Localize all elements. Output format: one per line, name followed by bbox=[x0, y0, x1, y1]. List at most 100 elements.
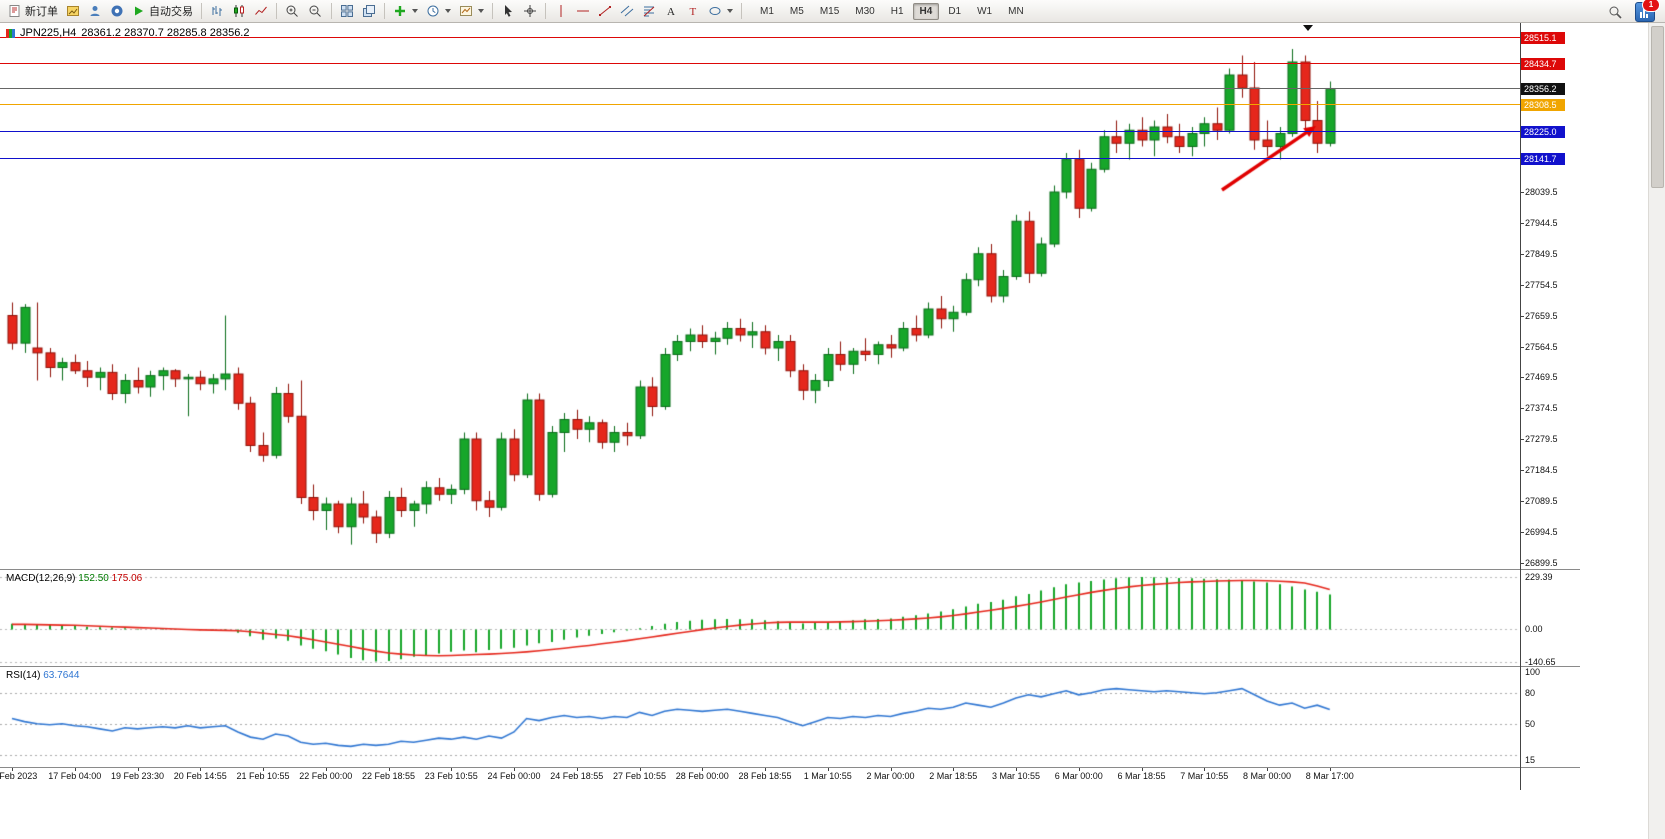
shapes-button[interactable] bbox=[704, 1, 737, 22]
time-axis-label: 17 Feb 04:00 bbox=[48, 771, 102, 781]
shapes-icon bbox=[709, 7, 721, 15]
zoom-out-icon bbox=[309, 5, 321, 17]
time-tick-mark bbox=[137, 768, 139, 771]
bar-chart-button[interactable] bbox=[206, 1, 228, 22]
text-a-icon: A bbox=[667, 6, 675, 18]
price-hline[interactable] bbox=[0, 36, 1520, 38]
new-order-label: 新订单 bbox=[25, 6, 58, 18]
chart-shift-marker[interactable] bbox=[1303, 25, 1313, 31]
toolbar-separator bbox=[741, 3, 742, 19]
time-axis-label: 27 Feb 10:55 bbox=[612, 771, 667, 781]
svg-text:A: A bbox=[667, 6, 675, 18]
cursor-button[interactable] bbox=[497, 1, 519, 22]
price-tick-mark bbox=[1520, 377, 1524, 379]
price-tick-label: 27374.5 bbox=[1525, 403, 1558, 414]
toolbar-separator bbox=[492, 3, 493, 19]
time-axis-separator bbox=[0, 767, 1580, 768]
candlestick-chart-button[interactable] bbox=[228, 1, 250, 22]
chart-symbol-period: JPN225,H4 bbox=[20, 27, 77, 39]
macd-name: MACD(12,26,9) bbox=[6, 573, 76, 584]
time-axis-label: 8 Mar 00:00 bbox=[1242, 771, 1292, 781]
timeframe-m15[interactable]: M15 bbox=[819, 5, 840, 17]
fibonacci-button[interactable] bbox=[638, 1, 660, 22]
macd-signal-value: 175.06 bbox=[111, 573, 143, 584]
timeframe-m1[interactable]: M1 bbox=[760, 5, 774, 17]
trendline-icon bbox=[599, 6, 611, 16]
timeframe-mn[interactable]: MN bbox=[1008, 5, 1024, 17]
text-button[interactable]: A bbox=[660, 1, 682, 22]
time-axis-label: 3 Mar 10:55 bbox=[991, 771, 1041, 781]
timeframe-w1[interactable]: W1 bbox=[977, 5, 993, 17]
scrollbar-thumb[interactable] bbox=[1651, 26, 1664, 188]
tile-windows-button[interactable] bbox=[336, 1, 358, 22]
crosshair-button[interactable] bbox=[519, 1, 541, 22]
trendline-button[interactable] bbox=[594, 1, 616, 22]
time-axis-label: 2 Mar 00:00 bbox=[866, 771, 915, 781]
chart-ohlc-values: 28361.2 28370.7 28285.8 28356.2 bbox=[81, 27, 250, 39]
price-hline[interactable] bbox=[0, 62, 1520, 64]
dropdown-caret-icon bbox=[445, 9, 451, 13]
timeframe-h4[interactable]: H4 bbox=[912, 2, 940, 20]
zoom-out-button[interactable] bbox=[304, 1, 327, 22]
time-tick-mark bbox=[827, 768, 829, 771]
time-axis-label: 20 Feb 14:55 bbox=[173, 771, 227, 781]
cascade-windows-button[interactable] bbox=[358, 1, 380, 22]
vertical-line-button[interactable] bbox=[550, 1, 572, 22]
price-tick-label: 27944.5 bbox=[1525, 218, 1558, 229]
time-tick-mark bbox=[74, 768, 76, 771]
rsi-panel-separator[interactable] bbox=[0, 666, 1580, 667]
auto-trading-button[interactable]: 自动交易 bbox=[128, 1, 197, 22]
notifications-badge[interactable]: 1 bbox=[1635, 0, 1660, 22]
line-chart-button[interactable] bbox=[250, 1, 272, 22]
vertical-scrollbar[interactable] bbox=[1648, 23, 1665, 839]
indicators-plus-icon bbox=[395, 6, 405, 16]
price-tick-label: 27754.5 bbox=[1525, 279, 1558, 290]
price-tick-mark bbox=[1520, 346, 1524, 348]
timeframe-d1[interactable]: D1 bbox=[948, 5, 962, 17]
community-button[interactable] bbox=[106, 1, 128, 22]
price-hline-tag[interactable]: 28225.0 bbox=[1521, 125, 1565, 138]
dropdown-caret-icon bbox=[727, 9, 733, 13]
text-label-button[interactable]: T bbox=[682, 1, 704, 22]
channel-button[interactable] bbox=[616, 1, 638, 22]
macd-panel-canvas[interactable] bbox=[0, 570, 1520, 666]
price-hline-tag[interactable]: 28434.7 bbox=[1521, 57, 1565, 70]
price-hline-tag[interactable]: 28515.1 bbox=[1521, 31, 1565, 44]
price-hline[interactable] bbox=[0, 157, 1520, 159]
price-tick-mark bbox=[1520, 284, 1524, 286]
time-tick-mark bbox=[1016, 768, 1017, 771]
periods-button[interactable] bbox=[422, 1, 455, 22]
profile-button[interactable] bbox=[84, 1, 106, 22]
macd-panel-separator[interactable] bbox=[0, 569, 1580, 570]
time-axis-label: 2 Mar 18:55 bbox=[929, 771, 978, 781]
toolbar-separator bbox=[201, 3, 202, 19]
macd-axis-label: -140.65 bbox=[1525, 656, 1556, 667]
price-hline[interactable] bbox=[0, 130, 1520, 132]
time-tick-mark bbox=[576, 768, 578, 771]
price-tick-mark bbox=[1520, 408, 1524, 410]
price-hline-tag[interactable]: 28356.2 bbox=[1521, 83, 1565, 96]
price-hline[interactable] bbox=[0, 103, 1520, 105]
search-button[interactable] bbox=[1604, 2, 1627, 23]
price-hline-tag[interactable]: 28308.5 bbox=[1521, 98, 1565, 111]
indicators-button[interactable] bbox=[389, 1, 422, 22]
chart-window-button[interactable] bbox=[62, 1, 84, 22]
price-tick-mark bbox=[1520, 562, 1524, 564]
zoom-in-button[interactable] bbox=[281, 1, 304, 22]
horizontal-line-button[interactable] bbox=[572, 1, 594, 22]
time-tick-mark bbox=[325, 768, 327, 771]
price-tick-label: 28039.5 bbox=[1525, 187, 1558, 198]
price-hline[interactable] bbox=[0, 88, 1520, 90]
price-hline-tag[interactable]: 28141.7 bbox=[1521, 152, 1565, 165]
timeframe-m5[interactable]: M5 bbox=[789, 5, 804, 17]
crosshair-icon bbox=[524, 5, 536, 17]
timeframe-h1[interactable]: H1 bbox=[890, 5, 904, 17]
rsi-panel-canvas[interactable] bbox=[0, 667, 1520, 767]
rsi-name: RSI(14) bbox=[6, 670, 41, 681]
rsi-axis-label: 100 bbox=[1525, 667, 1541, 678]
templates-button[interactable] bbox=[455, 1, 488, 22]
price-tick-label: 27469.5 bbox=[1525, 372, 1558, 383]
new-order-button[interactable]: 新订单 bbox=[4, 1, 62, 22]
timeframe-m30[interactable]: M30 bbox=[855, 5, 875, 17]
main-chart-canvas[interactable] bbox=[0, 23, 1520, 569]
